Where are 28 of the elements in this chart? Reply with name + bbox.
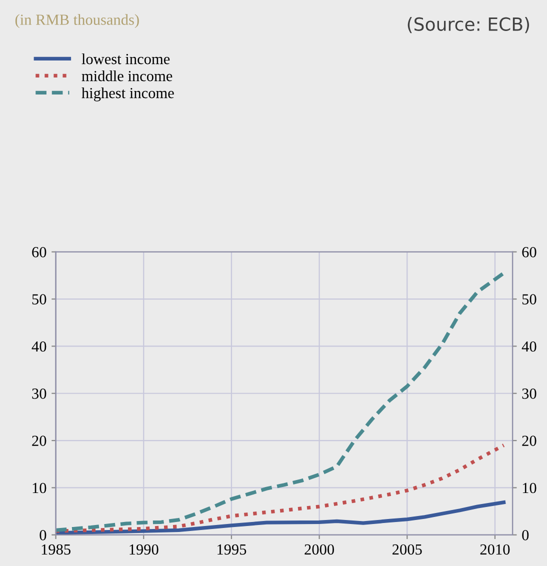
y-tick-label: 20 xyxy=(32,436,46,446)
y2-tick-label: 40 xyxy=(522,341,536,352)
line-series xyxy=(56,500,506,535)
legend-label: lowest income xyxy=(82,53,170,64)
x-tick-label: 1985 xyxy=(42,544,70,555)
legend-label: highest income xyxy=(82,87,174,102)
x-tick-label: 1995 xyxy=(218,544,246,555)
y-tick-label: 50 xyxy=(32,294,46,304)
y2-tick-label: 10 xyxy=(522,482,536,494)
y-tick-label: 60 xyxy=(32,247,46,258)
y2-tick-label: 30 xyxy=(522,388,536,399)
legend-label: middle income xyxy=(82,70,172,82)
y-tick-label: 30 xyxy=(32,388,46,399)
line-series xyxy=(56,271,506,532)
line-series xyxy=(56,443,506,533)
y2-tick-label: 0 xyxy=(522,530,529,540)
x-tick-label: 2000 xyxy=(304,544,334,555)
y2-tick-label: 60 xyxy=(522,247,536,258)
chart-title: (in RMB thousands) xyxy=(15,14,139,28)
y2-tick-label: 50 xyxy=(522,294,536,304)
y-tick-label: 0 xyxy=(40,530,46,540)
x-tick-label: 2010 xyxy=(480,544,510,555)
text: (Source: ECB) xyxy=(408,17,530,34)
y-tick-label: 10 xyxy=(32,482,46,494)
x-tick-label: 2005 xyxy=(392,544,422,555)
y-tick-label: 40 xyxy=(32,341,46,352)
y2-tick-label: 20 xyxy=(522,436,536,446)
x-tick-label: 1990 xyxy=(130,544,158,555)
